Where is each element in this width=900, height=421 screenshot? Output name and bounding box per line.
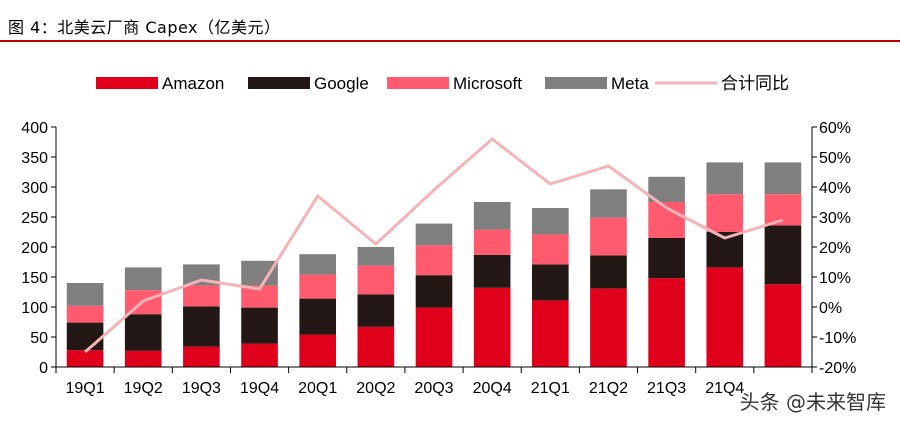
bar-amazon — [66, 350, 104, 367]
y2-tick-label: 40% — [819, 180, 851, 197]
y-tick-label: 400 — [21, 120, 48, 137]
bar-microsoft — [299, 274, 337, 299]
bar-amazon — [299, 334, 337, 367]
x-tick-label: 21Q1 — [531, 380, 570, 397]
bar-google — [241, 307, 278, 344]
bar-amazon — [241, 343, 278, 367]
y-tick-label: 350 — [21, 150, 48, 167]
title-underline — [0, 40, 900, 42]
y-tick-label: 300 — [21, 180, 48, 197]
legend-label-meta: Meta — [611, 74, 649, 93]
bar-microsoft — [241, 285, 278, 308]
x-tick-label: 19Q4 — [240, 380, 279, 397]
bar-meta — [531, 208, 569, 235]
watermark: 头条 @未来智库 — [739, 390, 886, 414]
bar-microsoft — [66, 305, 104, 323]
bar-google — [124, 314, 162, 351]
y2-tick-label: 0% — [819, 300, 842, 317]
legend-swatch-meta — [545, 77, 607, 89]
x-tick-label: 19Q2 — [124, 380, 163, 397]
x-tick-label: 19Q1 — [66, 380, 105, 397]
bar-google — [473, 254, 511, 288]
x-tick-label: 21Q3 — [647, 380, 686, 397]
y2-tick-label: -20% — [819, 360, 856, 377]
bar-meta — [299, 254, 337, 275]
y2-tick-label: -10% — [819, 330, 856, 347]
x-tick-label: 20Q4 — [473, 380, 512, 397]
bar-meta — [764, 162, 802, 195]
bar-amazon — [357, 326, 395, 367]
x-tick-label: 20Q2 — [356, 380, 395, 397]
bar-google — [183, 306, 220, 347]
line-total-yoy — [84, 137, 784, 354]
axes-layer: 0 50 100 150 200 250 300 350 400 -20% -10% 0% 10% 20%… — [21, 120, 856, 397]
bar-meta — [241, 260, 278, 286]
bar-amazon — [764, 284, 802, 367]
x-tick-label: 19Q3 — [182, 380, 221, 397]
figure-title: 图 4：北美云厂商 Capex（亿美元） — [8, 18, 281, 37]
bar-google — [531, 264, 569, 301]
bar-amazon — [473, 287, 511, 367]
bar-layer — [66, 162, 802, 367]
y-tick-label: 150 — [21, 270, 48, 287]
bar-meta — [706, 162, 744, 195]
y2-tick-label: 60% — [819, 120, 851, 137]
y-tick-label: 100 — [21, 300, 48, 317]
bar-amazon — [590, 288, 627, 367]
bar-google — [590, 255, 627, 289]
y2-tick-label: 20% — [819, 240, 851, 257]
bar-meta — [473, 202, 511, 230]
bar-meta — [415, 223, 453, 246]
bar-microsoft — [473, 229, 511, 255]
bar-amazon — [124, 350, 162, 367]
y2-tick-label: 10% — [819, 270, 851, 287]
bar-google — [648, 238, 685, 279]
bar-meta — [357, 247, 395, 266]
bar-google — [66, 322, 104, 351]
y2-tick-label: 50% — [819, 150, 851, 167]
y-tick-label: 0 — [39, 360, 48, 377]
bar-microsoft — [415, 245, 453, 276]
bar-microsoft — [531, 234, 569, 265]
y-tick-label: 200 — [21, 240, 48, 257]
bar-google — [415, 275, 453, 308]
bar-google — [299, 298, 337, 335]
chart-legend: Amazon Google Microsoft Meta 合计同比 — [96, 74, 789, 94]
legend-label-google: Google — [314, 74, 369, 93]
legend-label-amazon: Amazon — [162, 74, 224, 93]
bar-amazon — [415, 307, 453, 367]
x-tick-label: 21Q2 — [589, 380, 628, 397]
y-tick-label: 250 — [21, 210, 48, 227]
bar-amazon — [706, 267, 744, 367]
bar-microsoft — [706, 194, 744, 232]
x-tick-label: 21Q4 — [705, 380, 744, 397]
x-tick-label: 20Q3 — [414, 380, 453, 397]
bar-amazon — [531, 300, 569, 367]
legend-label-line: 合计同比 — [721, 74, 789, 94]
legend-swatch-amazon — [96, 77, 158, 89]
bar-google — [357, 294, 395, 327]
line-layer — [84, 137, 784, 354]
bar-microsoft — [357, 265, 395, 295]
legend-label-microsoft: Microsoft — [453, 74, 522, 93]
legend-swatch-google — [248, 77, 310, 89]
bar-google — [764, 225, 802, 285]
bar-meta — [66, 283, 104, 306]
bar-meta — [124, 267, 162, 291]
legend-swatch-microsoft — [387, 77, 449, 89]
bar-microsoft — [183, 285, 220, 307]
bar-meta — [590, 189, 627, 218]
bar-amazon — [183, 346, 220, 367]
bar-amazon — [648, 278, 685, 367]
x-tick-label: 20Q1 — [298, 380, 337, 397]
y-tick-label: 50 — [30, 330, 48, 347]
bar-microsoft — [590, 217, 627, 256]
y2-tick-label: 30% — [819, 210, 851, 227]
